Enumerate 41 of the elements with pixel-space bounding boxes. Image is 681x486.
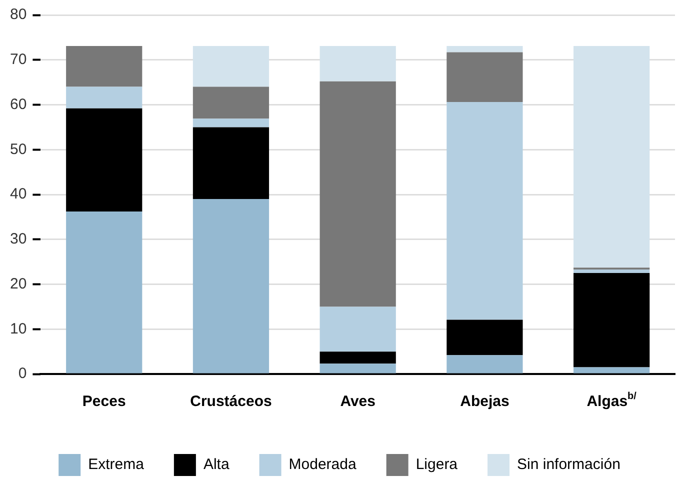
bar <box>446 46 523 52</box>
legend-label: Moderada <box>288 456 357 474</box>
bar <box>192 127 270 199</box>
bar <box>446 52 523 102</box>
bar <box>574 367 650 374</box>
bar <box>192 118 270 128</box>
bar <box>574 46 650 268</box>
x-tick-label: Crustáceos <box>190 393 272 410</box>
x-tick-label: Peces <box>82 393 126 410</box>
bar <box>320 46 396 82</box>
x-tick-label: Abejas <box>460 393 510 410</box>
bar <box>66 46 142 87</box>
y-tick-label: 30 <box>10 230 27 248</box>
bar <box>192 198 270 374</box>
bar <box>574 269 650 274</box>
bar <box>320 364 396 374</box>
x-tick-label: Aves <box>340 393 376 410</box>
bar <box>446 102 523 320</box>
y-tick-label: 10 <box>10 320 27 338</box>
bar <box>320 306 396 352</box>
bar <box>66 108 142 212</box>
y-tick-label: 80 <box>10 6 27 24</box>
y-tick-label: 40 <box>10 186 27 203</box>
legend-label: Extrema <box>88 456 145 474</box>
y-tick-label: 70 <box>10 51 27 68</box>
bar <box>320 81 396 307</box>
legend-label: Alta <box>203 456 230 474</box>
bar <box>192 46 270 87</box>
bar <box>320 352 396 364</box>
y-tick-label: 20 <box>10 275 27 292</box>
bar <box>446 320 523 356</box>
bar <box>66 86 142 108</box>
bar <box>574 273 650 368</box>
y-tick-label: 50 <box>10 140 27 158</box>
y-tick-label: 60 <box>10 96 27 113</box>
bar <box>446 355 523 374</box>
legend-label: Ligera <box>416 456 458 474</box>
bar <box>66 212 142 374</box>
bar <box>192 86 270 119</box>
y-tick-label: 0 <box>18 365 27 382</box>
legend-label: Sin información <box>517 456 620 474</box>
